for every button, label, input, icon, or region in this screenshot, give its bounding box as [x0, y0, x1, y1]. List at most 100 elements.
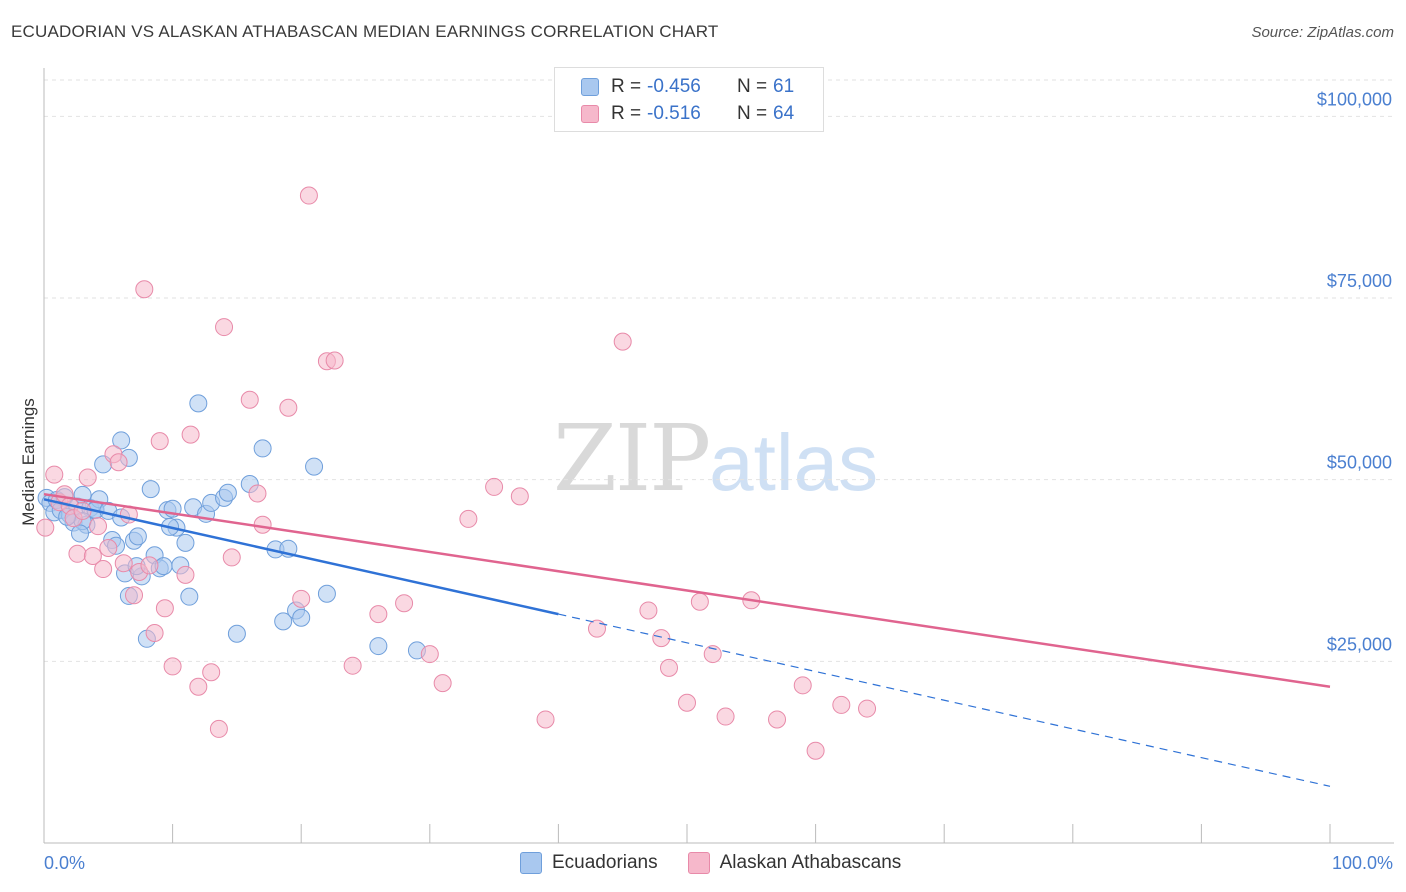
data-point: [343, 656, 362, 675]
legend-n-value: 64: [773, 103, 795, 124]
legend-item-ecuadorians[interactable]: Ecuadorians: [520, 852, 658, 874]
data-point: [181, 425, 200, 444]
data-point: [176, 533, 195, 552]
legend-swatch-alaskan-athabascans: [581, 105, 599, 123]
trend-line: [43, 492, 1331, 689]
data-point: [78, 468, 97, 487]
data-point: [858, 699, 877, 718]
data-point: [180, 587, 199, 606]
legend-row-ecuadorians: R = -0.456 N = 61: [581, 75, 794, 99]
legend-r-label: R =: [611, 76, 642, 97]
data-point: [678, 693, 696, 712]
legend-label-ecuadorians: Ecuadorians: [552, 852, 658, 873]
axes: [43, 68, 1394, 844]
data-point: [68, 544, 87, 563]
legend-row-alaskan-athabascans: R = -0.516 N = 64: [581, 102, 794, 126]
data-point: [140, 556, 159, 575]
data-point: [176, 565, 195, 584]
data-point: [768, 710, 787, 729]
data-point: [135, 280, 154, 299]
data-point: [36, 518, 55, 537]
legend-n-value: 61: [773, 76, 795, 97]
data-point: [155, 599, 174, 618]
data-point: [99, 538, 118, 557]
series-alaskan-athabascans: [36, 186, 877, 760]
data-point: [94, 560, 113, 579]
data-point: [71, 524, 90, 543]
legend-n-label: N =: [737, 76, 768, 97]
y-tick-label: $100,000: [1317, 89, 1392, 109]
data-point: [395, 594, 414, 613]
legend-r-value: -0.456: [647, 76, 701, 97]
data-point: [218, 483, 237, 502]
data-point: [222, 548, 241, 567]
source-label: Source: ZipAtlas.com: [1251, 24, 1394, 41]
data-point: [109, 453, 128, 472]
x-tick-label: 100.0%: [1332, 853, 1393, 873]
data-point: [613, 332, 632, 351]
tick-labels: $25,000 $50,000 $75,000 $100,000 0.0% 100.0% M…: [19, 89, 1393, 873]
y-tick-label: $50,000: [1327, 453, 1392, 473]
trend-lines: [43, 492, 1331, 787]
data-point: [806, 741, 825, 760]
data-point: [145, 623, 164, 642]
data-point: [150, 432, 169, 451]
data-point: [240, 390, 259, 409]
data-point: [536, 710, 555, 729]
data-point: [202, 663, 221, 682]
y-axis-label: Median Earnings: [19, 398, 38, 526]
data-point: [793, 676, 812, 695]
legend-swatch-alaskan-athabascans: [687, 852, 710, 874]
data-point: [369, 605, 388, 624]
trend-line-extrapolated: [558, 613, 1331, 787]
legend-n-label: N =: [737, 103, 768, 124]
series-legend: Ecuadorians Alaskan Athabascans: [520, 852, 931, 874]
data-point: [189, 677, 208, 696]
x-tick-label: 0.0%: [44, 853, 85, 873]
data-point: [89, 517, 108, 536]
data-point: [587, 619, 606, 638]
grid-lines: [44, 79, 1394, 662]
y-tick-label: $25,000: [1327, 634, 1392, 654]
data-point: [420, 645, 439, 664]
data-point: [253, 515, 272, 534]
data-point: [292, 608, 311, 627]
data-point: [652, 629, 671, 648]
data-point: [114, 554, 133, 573]
data-point: [690, 592, 709, 611]
trend-line: [43, 498, 559, 616]
legend-swatch-ecuadorians: [520, 852, 542, 874]
data-point: [45, 465, 64, 484]
data-point: [433, 674, 452, 693]
data-point: [83, 546, 102, 565]
data-point: [459, 509, 478, 528]
data-point: [112, 431, 131, 450]
data-point: [248, 484, 267, 503]
data-point: [227, 624, 246, 643]
data-point: [279, 398, 298, 417]
data-point: [317, 584, 336, 603]
data-point: [510, 487, 529, 506]
data-point: [141, 480, 160, 499]
data-series: [36, 186, 877, 760]
legend-label-alaskan-athabascans: Alaskan Athabascans: [719, 852, 902, 873]
legend-r-value: -0.516: [647, 103, 701, 124]
data-point: [325, 351, 344, 370]
data-point: [703, 645, 722, 664]
chart-title: ECUADORIAN VS ALASKAN ATHABASCAN MEDIAN …: [11, 22, 719, 41]
data-point: [128, 527, 147, 546]
data-point: [832, 695, 851, 714]
data-point: [209, 719, 228, 738]
data-point: [305, 457, 324, 476]
data-point: [299, 186, 318, 205]
data-point: [659, 658, 678, 677]
data-point: [292, 589, 311, 608]
data-point: [189, 394, 208, 413]
data-point: [639, 601, 658, 620]
y-tick-label: $75,000: [1327, 271, 1392, 291]
correlation-legend: R = -0.456 N = 61 R = -0.516 N = 64: [554, 67, 824, 132]
legend-item-alaskan-athabascans[interactable]: Alaskan Athabascans: [687, 852, 902, 874]
legend-swatch-ecuadorians: [581, 78, 599, 96]
data-point: [253, 439, 272, 458]
